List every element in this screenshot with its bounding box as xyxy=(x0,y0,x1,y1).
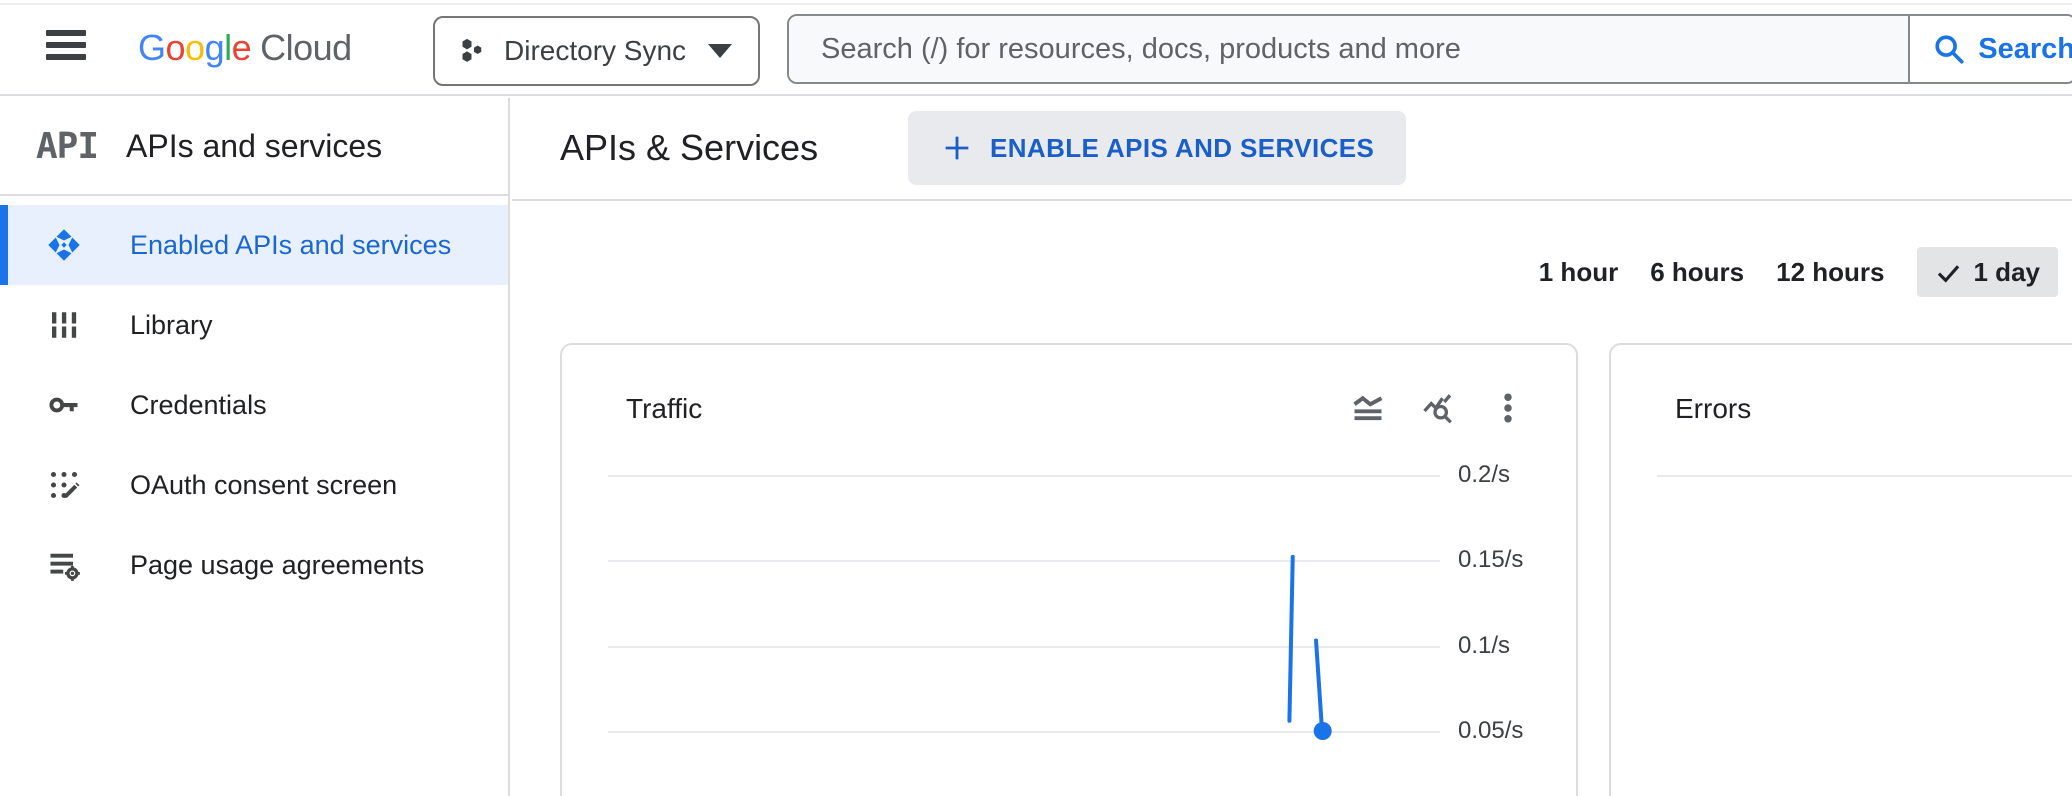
time-range-selector: 1 hour 6 hours 12 hours 1 day xyxy=(1539,247,2058,297)
gridline xyxy=(1657,475,2072,477)
api-product-icon: API xyxy=(36,125,99,167)
y-axis-tick: 0.2/s xyxy=(1458,461,1511,488)
traffic-card-title: Traffic xyxy=(626,393,703,424)
sidebar-item-label: Library xyxy=(130,309,213,340)
menu-icon[interactable] xyxy=(46,27,88,69)
sidebar-header: API APIs and services xyxy=(0,98,508,196)
y-axis-tick: 0.05/s xyxy=(1458,717,1524,744)
page-header: APIs & Services ENABLE APIS AND SERVICES xyxy=(512,96,2072,201)
traffic-card-actions xyxy=(1348,389,1528,429)
explore-data-icon[interactable] xyxy=(1418,389,1458,429)
enable-apis-button[interactable]: ENABLE APIS AND SERVICES xyxy=(908,111,1407,185)
sidebar-nav: Enabled APIs and services Library Creden… xyxy=(0,205,508,605)
enable-apis-button-label: ENABLE APIS AND SERVICES xyxy=(990,132,1375,163)
gridline xyxy=(608,731,1440,733)
google-cloud-logo: Google Cloud xyxy=(138,0,352,96)
time-range-6hours[interactable]: 6 hours xyxy=(1650,256,1745,287)
search-bar: Search xyxy=(787,14,2072,84)
search-input[interactable] xyxy=(789,16,1909,82)
logo-google: Google xyxy=(138,27,252,68)
chart-legend-toggle-icon[interactable] xyxy=(1348,389,1388,429)
sidebar-item-label: Enabled APIs and services xyxy=(130,229,452,260)
oauth-consent-icon xyxy=(46,467,82,503)
sidebar-item-credentials[interactable]: Credentials xyxy=(0,365,508,445)
traffic-card: Traffic xyxy=(560,343,1578,796)
sidebar-item-oauth-consent[interactable]: OAuth consent screen xyxy=(0,445,508,525)
logo-cloud: Cloud xyxy=(260,27,352,68)
sidebar-item-label: Credentials xyxy=(130,389,267,420)
errors-card-title: Errors xyxy=(1675,393,1752,424)
sidebar: API APIs and services Enabled APIs and s… xyxy=(0,98,510,796)
page-title: APIs & Services xyxy=(560,126,819,168)
sidebar-title: APIs and services xyxy=(126,127,383,164)
search-divider xyxy=(1908,16,1911,82)
sidebar-item-label: Page usage agreements xyxy=(130,549,425,580)
chevron-down-icon xyxy=(708,44,733,58)
search-button[interactable]: Search xyxy=(1910,16,2072,82)
gridline xyxy=(608,560,1440,562)
gridline xyxy=(608,475,1440,477)
gridline xyxy=(608,646,1440,648)
time-range-12hours[interactable]: 12 hours xyxy=(1776,256,1885,287)
time-range-1day-selected[interactable]: 1 day xyxy=(1916,247,2058,297)
sidebar-item-page-usage-agreements[interactable]: Page usage agreements xyxy=(0,525,508,605)
window-top-edge xyxy=(0,3,2072,5)
top-app-bar: Google Cloud Directory Sync Search xyxy=(0,0,2072,96)
errors-card: Errors xyxy=(1609,343,2072,796)
sidebar-item-enabled-apis[interactable]: Enabled APIs and services xyxy=(0,205,508,285)
y-axis-tick: 0.1/s xyxy=(1458,632,1511,659)
y-axis-tick: 0.15/s xyxy=(1458,546,1524,573)
search-icon xyxy=(1935,35,1964,64)
time-range-1hour[interactable]: 1 hour xyxy=(1538,256,1619,287)
library-icon xyxy=(46,307,82,343)
main-content: APIs & Services ENABLE APIS AND SERVICES… xyxy=(512,96,2072,796)
sidebar-item-library[interactable]: Library xyxy=(0,285,508,365)
enabled-apis-icon xyxy=(46,227,82,263)
project-name: Directory Sync xyxy=(504,35,687,66)
page-agreements-icon xyxy=(46,547,82,583)
time-range-1day-label: 1 day xyxy=(1973,256,2041,287)
project-hexagons-icon xyxy=(462,38,482,62)
key-icon xyxy=(46,387,82,423)
plus-icon xyxy=(945,136,969,160)
sidebar-item-label: OAuth consent screen xyxy=(130,469,398,500)
check-icon xyxy=(1937,264,1959,283)
more-options-icon[interactable] xyxy=(1488,389,1528,429)
search-button-label: Search xyxy=(1978,32,2072,65)
project-selector[interactable]: Directory Sync xyxy=(433,16,760,86)
